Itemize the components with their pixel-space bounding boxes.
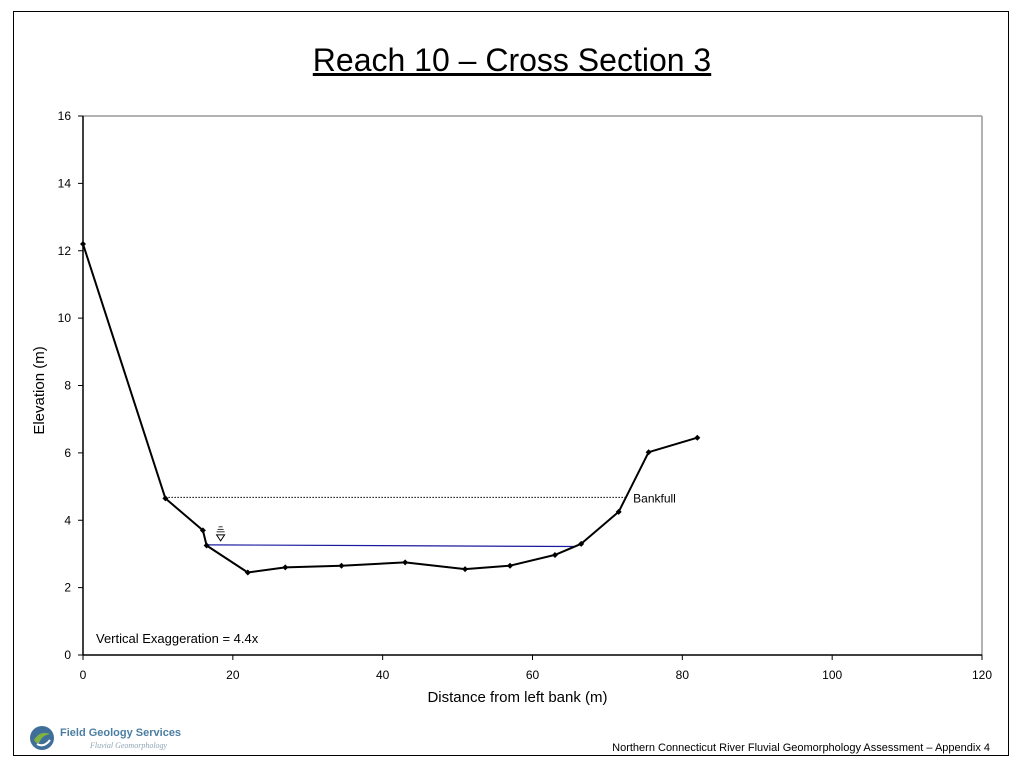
y-tick-label: 16 bbox=[58, 109, 72, 123]
x-tick-label: 0 bbox=[80, 668, 87, 682]
x-tick-label: 80 bbox=[676, 668, 690, 682]
water-level-icon bbox=[215, 534, 226, 542]
water-surface-line bbox=[206, 544, 574, 548]
survey-point-marker bbox=[338, 562, 345, 569]
survey-point-marker bbox=[578, 540, 585, 547]
y-tick-label: 8 bbox=[64, 379, 71, 393]
y-tick-label: 0 bbox=[64, 648, 71, 662]
y-tick-label: 6 bbox=[64, 446, 71, 460]
x-tick-label: 120 bbox=[972, 668, 992, 682]
survey-point-marker bbox=[199, 527, 206, 534]
survey-point-marker bbox=[244, 569, 251, 576]
y-tick-label: 12 bbox=[58, 244, 72, 258]
y-axis-label: Elevation (m) bbox=[31, 346, 48, 434]
survey-point-marker bbox=[203, 542, 210, 549]
y-tick-label: 14 bbox=[58, 176, 72, 190]
y-tick-label: 4 bbox=[64, 513, 71, 527]
x-tick-label: 40 bbox=[376, 668, 390, 682]
bankfull-label: Bankfull bbox=[633, 491, 676, 505]
survey-point-marker bbox=[507, 562, 514, 569]
cross-section-profile-line bbox=[82, 243, 698, 574]
survey-point-marker bbox=[282, 564, 289, 571]
logo-name: Field Geology Services bbox=[60, 727, 182, 739]
x-tick-label: 20 bbox=[226, 668, 240, 682]
survey-point-marker bbox=[645, 449, 652, 456]
x-tick-label: 60 bbox=[526, 668, 540, 682]
survey-point-marker bbox=[80, 241, 86, 248]
logo-swirl-icon bbox=[30, 726, 54, 750]
field-geology-services-logo: Field Geology Services Fluvial Geomorpho… bbox=[28, 722, 188, 756]
slide-frame bbox=[13, 11, 1009, 756]
vertical-exaggeration-note: Vertical Exaggeration = 4.4x bbox=[96, 631, 259, 646]
survey-point-marker bbox=[402, 559, 409, 566]
survey-point-marker bbox=[162, 495, 169, 502]
logo-tagline: Fluvial Geomorphology bbox=[90, 741, 168, 750]
y-tick-label: 10 bbox=[58, 311, 72, 325]
survey-point-marker bbox=[615, 508, 622, 515]
x-tick-label: 100 bbox=[822, 668, 842, 682]
footer-text: Northern Connecticut River Fluvial Geomo… bbox=[612, 742, 990, 754]
survey-point-marker bbox=[694, 434, 701, 441]
y-tick-label: 2 bbox=[64, 581, 71, 595]
x-axis-label: Distance from left bank (m) bbox=[427, 689, 607, 706]
survey-point-marker bbox=[462, 566, 469, 573]
survey-point-marker bbox=[551, 551, 558, 558]
chart-title: Reach 10 – Cross Section 3 bbox=[312, 42, 712, 78]
